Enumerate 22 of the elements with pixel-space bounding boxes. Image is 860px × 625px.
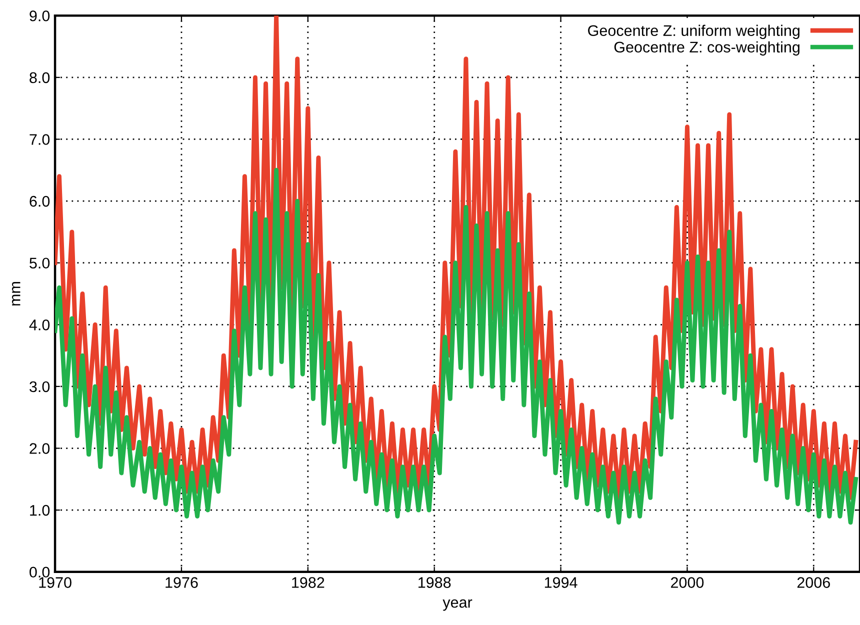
x-tick-label: 1982 bbox=[292, 577, 324, 588]
x-tick-label: 2006 bbox=[797, 577, 830, 588]
x-tick-label: 2000 bbox=[670, 577, 704, 588]
y-tick-label: 5.0 bbox=[30, 258, 50, 269]
legend-label: Geocentre Z: cos-weighting bbox=[614, 41, 800, 56]
y-tick-label: 3.0 bbox=[30, 381, 50, 392]
y-tick-label: 2.0 bbox=[30, 443, 50, 454]
y-tick-label: 7.0 bbox=[30, 134, 50, 145]
x-tick-label: 1970 bbox=[39, 577, 72, 588]
x-tick-label: 1988 bbox=[418, 577, 451, 588]
x-tick-label: 1994 bbox=[544, 577, 578, 588]
y-tick-label: 6.0 bbox=[30, 196, 50, 207]
y-tick-label: 0.0 bbox=[30, 566, 50, 578]
x-axis-title: year bbox=[442, 599, 472, 611]
y-axis-title: mm bbox=[12, 282, 20, 306]
y-tick-label: 8.0 bbox=[30, 72, 50, 84]
line-series bbox=[55, 168, 858, 525]
legend-label: Geocentre Z: uniform weighting bbox=[588, 24, 800, 40]
y-tick-label: 9.0 bbox=[30, 10, 50, 22]
y-tick-label: 1.0 bbox=[30, 504, 50, 516]
y-tick-label: 4.0 bbox=[29, 320, 50, 330]
x-tick-label: 1976 bbox=[166, 577, 198, 588]
